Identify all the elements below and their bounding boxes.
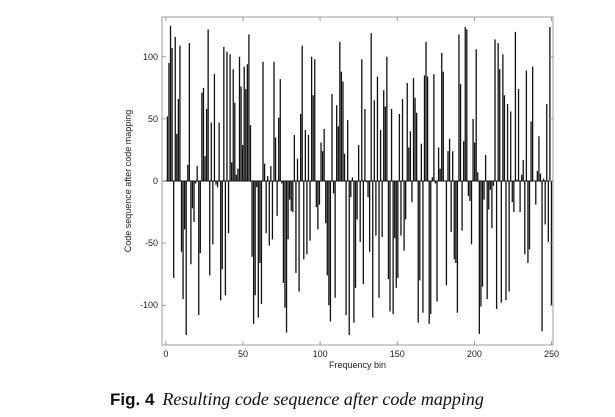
caption-text: Resulting code sequence after code mappi… xyxy=(162,389,484,409)
caption-label: Fig. 4 xyxy=(110,390,155,409)
x-tick-label: 250 xyxy=(544,349,559,359)
x-axis-label: Frequency bin xyxy=(329,360,386,370)
x-tick-label: 200 xyxy=(467,349,482,359)
stems xyxy=(166,25,553,336)
x-tick-label: 50 xyxy=(238,349,248,359)
x-tick-label: 100 xyxy=(313,349,328,359)
x-tick-label: 150 xyxy=(390,349,405,359)
axis-ticks: 0 50 100 150 200 250 -100 -50 0 50 100 xyxy=(140,17,559,359)
y-tick-label: -50 xyxy=(145,238,158,248)
y-tick-label: 50 xyxy=(148,114,158,124)
y-tick-label: 0 xyxy=(153,176,158,186)
y-tick-label: -100 xyxy=(140,300,158,310)
figure-caption: Fig. 4 Resulting code sequence after code… xyxy=(110,389,484,410)
y-tick-label: 100 xyxy=(143,52,158,62)
x-tick-label: 0 xyxy=(163,349,168,359)
stem-chart: 0 50 100 150 200 250 -100 -50 0 50 100 Frequency b… xyxy=(123,16,559,370)
y-axis-label: Code sequence after code mapping xyxy=(123,110,133,253)
